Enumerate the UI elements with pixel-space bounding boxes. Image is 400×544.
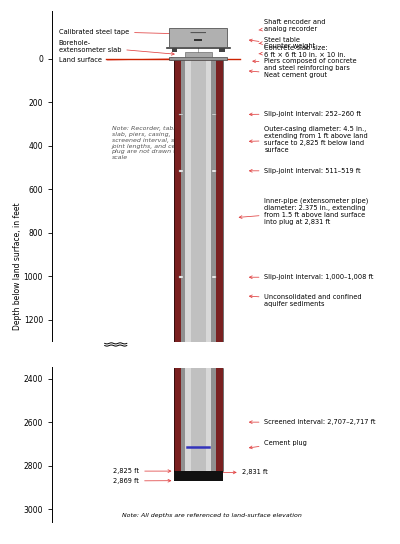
Text: Note: Recorder, table,
slab, piers, casing,
screened interval, slip-
joint lengt: Note: Recorder, table, slab, piers, casi… [112, 126, 192, 160]
Bar [219, 48, 225, 52]
Bar [216, 59, 223, 342]
Y-axis label: Depth below land surface, in feet: Depth below land surface, in feet [13, 203, 22, 330]
Bar [174, 59, 180, 342]
Text: Slip-joint interval: 252–260 ft: Slip-joint interval: 252–260 ft [250, 110, 362, 116]
Text: Slip-joint interval: 511–519 ft: Slip-joint interval: 511–519 ft [250, 168, 361, 174]
Bar [172, 48, 177, 52]
Bar [212, 276, 216, 278]
Bar [185, 368, 211, 471]
Bar [169, 57, 227, 60]
Bar [179, 114, 183, 115]
Text: Borehole-
extensometer slab: Borehole- extensometer slab [59, 40, 174, 55]
Text: Shaft encoder and
analog recorder: Shaft encoder and analog recorder [259, 18, 326, 32]
Text: Outer-casing diameter: 4.5 in.,
extending from 1 ft above land
surface to 2,825 : Outer-casing diameter: 4.5 in., extendin… [250, 126, 368, 153]
Text: Neat cement grout: Neat cement grout [250, 70, 328, 78]
Text: Land surface: Land surface [59, 58, 174, 64]
Bar [174, 368, 223, 471]
Bar [166, 47, 230, 48]
Bar [185, 52, 212, 57]
Bar [212, 114, 216, 115]
Bar [179, 276, 183, 278]
Text: 2,869 ft: 2,869 ft [113, 478, 171, 484]
Bar [180, 59, 185, 342]
Bar [211, 59, 216, 342]
Text: Cement plug: Cement plug [250, 440, 307, 449]
Bar [180, 368, 185, 471]
Bar [185, 59, 211, 342]
Bar [194, 39, 202, 41]
Text: Steel table: Steel table [259, 37, 300, 45]
Bar [52, 342, 297, 367]
Bar [169, 28, 227, 47]
Bar [174, 368, 180, 471]
Bar [191, 368, 206, 471]
Text: 2,831 ft: 2,831 ft [211, 469, 268, 475]
Bar [212, 170, 216, 172]
Text: Inner-pipe (extensometer pipe)
diameter: 2.375 in., extending
from 1.5 ft above : Inner-pipe (extensometer pipe) diameter:… [239, 197, 369, 225]
Text: Piers composed of concrete
and steel reinforcing bars: Piers composed of concrete and steel rei… [253, 58, 357, 71]
Text: Slip-joint interval: 1,000–1,008 ft: Slip-joint interval: 1,000–1,008 ft [250, 274, 374, 280]
Text: 2,825 ft: 2,825 ft [113, 468, 171, 474]
Bar [174, 471, 223, 481]
Bar [174, 59, 223, 342]
Bar [211, 368, 216, 471]
Bar [191, 59, 206, 342]
Bar [216, 368, 223, 471]
Text: Note: All depths are referenced to land-surface elevation: Note: All depths are referenced to land-… [122, 513, 302, 518]
Text: Screened interval: 2,707–2,717 ft: Screened interval: 2,707–2,717 ft [250, 419, 376, 425]
Text: Concrete-slab size:
6 ft × 6 ft 10 in. × 10 in.: Concrete-slab size: 6 ft × 6 ft 10 in. ×… [259, 45, 346, 58]
Bar [179, 170, 183, 172]
Text: Counter weight: Counter weight [249, 39, 316, 49]
Text: Calibrated steel tape: Calibrated steel tape [59, 28, 174, 35]
Text: Unconsolidated and confined
aquifer sediments: Unconsolidated and confined aquifer sedi… [250, 294, 362, 307]
